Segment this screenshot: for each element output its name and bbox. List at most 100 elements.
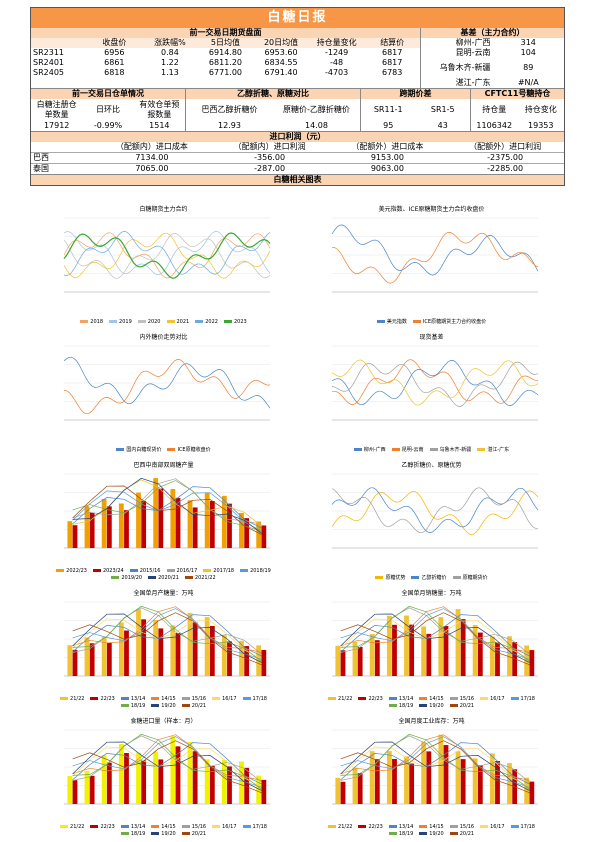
line — [331, 359, 539, 406]
chart-title: 巴西中南部双周糖产量 — [133, 462, 194, 469]
chart: 全国单月销糖量：万吨 21/22 22/23 13/14 14/15 15/16 16/17… — [298, 584, 565, 712]
bar — [124, 630, 129, 676]
legend-label: 16/17 — [490, 696, 505, 702]
legend-swatch — [90, 697, 99, 700]
legend-swatch — [510, 697, 519, 700]
legend-item: 17/18 — [242, 824, 267, 830]
bar — [141, 619, 147, 676]
bar — [89, 512, 95, 548]
bar — [340, 781, 346, 804]
chart-title: 现货基差 — [419, 334, 444, 341]
chart-title: 白糖期货主力合约 — [139, 206, 188, 213]
value-row: 17912 -0.99% 1514 — [31, 121, 185, 131]
legend-swatch — [388, 825, 397, 828]
legend-label: 2015/16 — [139, 568, 161, 574]
bar — [455, 751, 461, 804]
legend-label: 17/18 — [252, 696, 267, 702]
legend-label: 21/22 — [338, 696, 353, 702]
chart-title: 全国单月产糖量：万吨 — [133, 590, 194, 597]
bar — [84, 506, 90, 548]
basis-table: 柳州-广西 314 昆明-云南 104 乌鲁木齐-新疆 89 湛江-广东 #N/A — [421, 38, 564, 88]
legend-label: 2016/17 — [176, 568, 198, 574]
bar — [227, 641, 232, 676]
line — [331, 487, 538, 534]
legend-label: 2018 — [90, 319, 104, 325]
legend-item: 22/23 — [358, 824, 383, 830]
plot — [332, 729, 538, 805]
legend-swatch — [56, 569, 65, 572]
header-row: 白糖注册仓单数量 日环比 有效仓单预报数量 — [31, 99, 185, 121]
cell: SR2311 — [33, 48, 64, 57]
bar — [118, 622, 124, 676]
line — [72, 486, 262, 529]
legend-swatch — [60, 825, 69, 828]
legend-label: 16/17 — [222, 696, 237, 702]
legend-label: 2022/23 — [66, 568, 87, 574]
line — [340, 612, 530, 666]
legend-item: 原糖优势 — [375, 575, 405, 581]
line — [331, 232, 539, 284]
line — [63, 232, 271, 279]
section-header: 乙醇折糖、原糖对比 — [186, 89, 360, 99]
legend-swatch — [120, 825, 129, 828]
bar — [495, 642, 500, 676]
legend-label: 15/16 — [191, 824, 207, 830]
cell: -1249 — [324, 48, 349, 57]
bar — [352, 641, 358, 676]
header-cell: 持仓量变化 — [308, 38, 365, 48]
line — [72, 490, 262, 532]
bar — [460, 619, 466, 676]
bar — [261, 525, 267, 548]
legend-label: 21/22 — [338, 824, 353, 830]
bar — [357, 773, 363, 804]
legend-label: 16/17 — [222, 824, 237, 830]
cell: 6861 — [104, 58, 125, 67]
legend-item: 17/18 — [242, 696, 267, 702]
legend-label: 22/23 — [368, 696, 383, 702]
legend-item: 2023/24 — [92, 568, 124, 574]
legend-item: 2018/19 — [240, 568, 271, 574]
header-cell: （配额内）进口成本 — [115, 142, 188, 151]
legend: 2022/23 2023/24 2015/16 2016/17 2017/18 2018/… — [50, 568, 277, 582]
legend-swatch — [151, 832, 160, 835]
line — [72, 741, 262, 791]
legend-swatch — [480, 825, 489, 828]
bar — [221, 635, 227, 676]
legend-label: 20/21 — [459, 831, 475, 837]
plot — [64, 729, 270, 805]
bar — [489, 636, 495, 676]
bar — [438, 617, 444, 676]
legend-item: 21/22 — [328, 696, 352, 702]
legend-swatch — [449, 704, 458, 707]
legend-swatch — [184, 576, 193, 579]
bar — [386, 615, 392, 676]
legend-swatch — [90, 825, 99, 828]
cell: 昆明-云南 — [455, 48, 491, 57]
bar — [187, 613, 193, 676]
legend-item: 原糖期货价 — [452, 575, 488, 581]
legend-label: 21/22 — [70, 696, 85, 702]
line — [340, 605, 530, 662]
line — [63, 232, 271, 279]
charts: 白糖期货主力合约 2018 2019 2020 2021 2022 2023 美元指数、ICE… — [30, 200, 565, 840]
legend-item: 13/14 — [120, 824, 146, 830]
legend-swatch — [328, 697, 337, 700]
line — [331, 361, 539, 407]
bar — [209, 765, 215, 804]
line — [331, 359, 539, 406]
legend-item: 18/19 — [388, 831, 413, 837]
info-block: 跨期价差 SR11-1 SR1-5 95 43 — [361, 89, 471, 131]
value-row: 1106342 19353 — [471, 121, 564, 131]
line — [72, 734, 262, 781]
bar — [352, 767, 358, 804]
cell: 6791.40 — [264, 68, 298, 77]
legend-label: 13/14 — [130, 824, 146, 830]
header-row: （配额内）进口成本 （配额内）进口利润 （配额外）进口成本 （配额外）进口利润 — [31, 142, 564, 153]
line — [340, 607, 530, 655]
bar — [72, 525, 78, 548]
legend-item: 18/19 — [120, 831, 145, 837]
data-row: 泰国 7065.00 -287.00 9063.00 -2285.00 — [31, 163, 564, 175]
value-cell: 1106342 — [476, 121, 513, 130]
legend-item: 柳州-广西 — [353, 447, 386, 453]
bar — [221, 495, 227, 548]
